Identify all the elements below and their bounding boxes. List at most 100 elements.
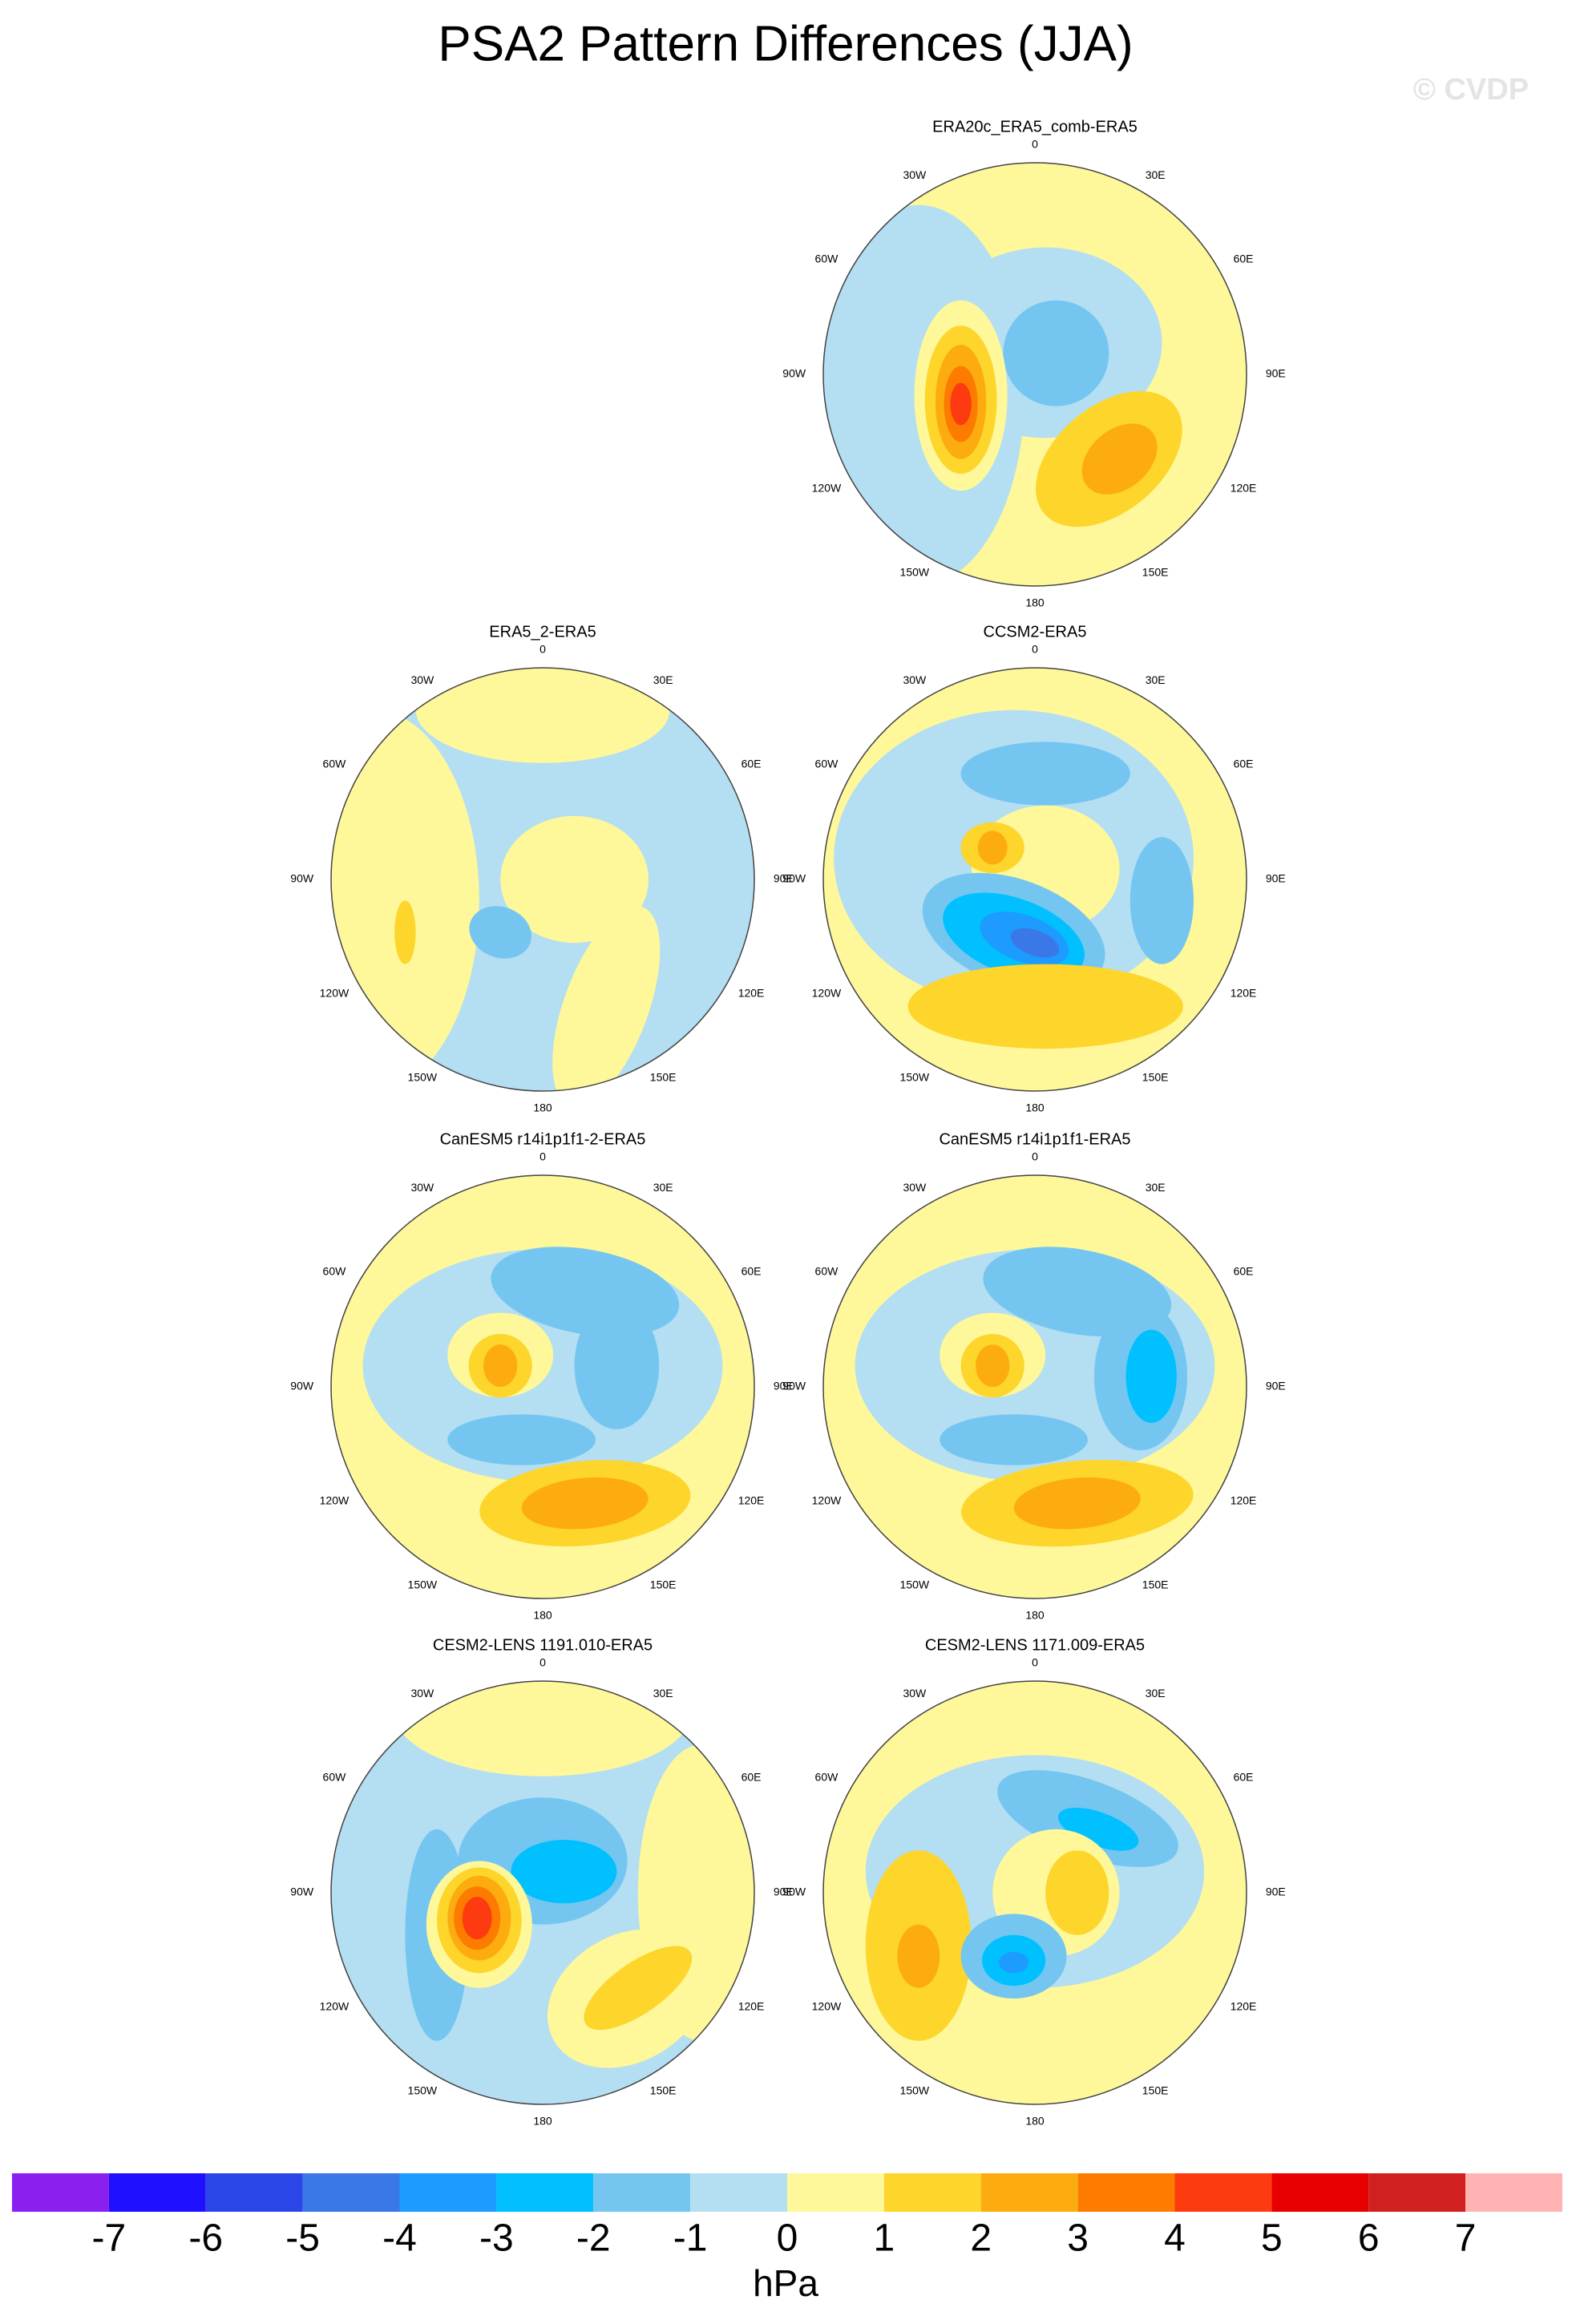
- map-panel: CCSM2-ERA5 0 30E 60E 90E 120E 150E 180 150W 120W 9…: [782, 623, 1285, 1113]
- longitude-label: 90E: [1266, 367, 1286, 380]
- colorbar-box: [1174, 2173, 1272, 2212]
- longitude-label: 150W: [900, 1578, 930, 1590]
- colorbar-box: [1271, 2173, 1369, 2212]
- longitude-label: 120E: [1230, 482, 1257, 495]
- colorbar-tick-label: -7: [92, 2217, 127, 2260]
- longitude-label: 60E: [1234, 1771, 1254, 1784]
- longitude-label: 90W: [290, 1380, 314, 1392]
- longitude-label: 90W: [782, 367, 806, 380]
- longitude-label: 120W: [812, 482, 842, 495]
- longitude-label: 30E: [1146, 1687, 1166, 1700]
- colorbar-tick-label: 6: [1358, 2217, 1380, 2260]
- longitude-label: 60E: [1234, 253, 1254, 265]
- contour-fill: [977, 831, 1008, 865]
- longitude-label: 30W: [903, 1181, 927, 1194]
- colorbar-box: [302, 2173, 400, 2212]
- longitude-label: 150W: [900, 2084, 930, 2096]
- longitude-label: 90E: [774, 1885, 794, 1898]
- longitude-label: 90E: [774, 1380, 794, 1392]
- longitude-label: 0: [539, 1150, 546, 1163]
- contour-fill: [500, 815, 649, 944]
- panel-title: CESM2-LENS 1171.009-ERA5: [925, 1636, 1145, 1654]
- map-field: [823, 1175, 1247, 1599]
- colorbar-tick-label: 2: [970, 2217, 992, 2260]
- map-border: [822, 1174, 1247, 1599]
- colorbar-tick-label: 1: [874, 2217, 895, 2260]
- longitude-label: 60W: [323, 1771, 347, 1784]
- map-border: [822, 1680, 1247, 2105]
- longitude-label: 90W: [782, 1380, 806, 1392]
- colorbar-box: [593, 2173, 691, 2212]
- map-field: [331, 1175, 754, 1599]
- colorbar-box: [108, 2173, 206, 2212]
- longitude-label: 120E: [738, 1494, 765, 1507]
- contour-fill: [483, 1344, 518, 1387]
- colorbar-unit: hPa: [753, 2262, 818, 2304]
- contour-fill: [976, 1344, 1010, 1387]
- longitude-label: 150W: [408, 2084, 438, 2096]
- longitude-label: 150E: [650, 1578, 677, 1590]
- map-panel: CanESM5 r14i1p1f1-ERA5 0 30E 60E 90E 120E 150E…: [782, 1130, 1285, 1621]
- longitude-label: 60E: [742, 1771, 762, 1784]
- longitude-label: 0: [539, 1656, 546, 1669]
- colorbar-tick-label: 4: [1164, 2217, 1186, 2260]
- longitude-label: 30W: [903, 673, 927, 686]
- colorbar-box: [399, 2173, 497, 2212]
- colorbar-tick-label: -1: [673, 2217, 708, 2260]
- colorbar-tick-label: -4: [382, 2217, 417, 2260]
- longitude-label: 120E: [1230, 2000, 1257, 2013]
- map-border: [330, 667, 755, 1092]
- contour-fill: [1045, 1850, 1109, 1935]
- map-field: [823, 163, 1247, 586]
- longitude-label: 150E: [1142, 1070, 1169, 1083]
- panel-title: ERA20c_ERA5_comb-ERA5: [932, 118, 1138, 135]
- contour-fill: [394, 900, 416, 964]
- longitude-label: 120E: [1230, 1494, 1257, 1507]
- longitude-label: 60E: [742, 1265, 762, 1278]
- colorbar-tick-label: 5: [1261, 2217, 1283, 2260]
- contour-fill: [1003, 300, 1109, 406]
- map-panel: CESM2-LENS 1191.010-ERA5 0 30E 60E 90E 120E 15…: [290, 1636, 793, 2127]
- contour-fill: [960, 742, 1130, 806]
- longitude-label: 180: [533, 1101, 552, 1114]
- longitude-label: 150E: [1142, 565, 1169, 578]
- longitude-label: 150E: [650, 1070, 677, 1083]
- colorbar-box: [690, 2173, 787, 2212]
- map-border: [822, 162, 1247, 587]
- contour-fill: [1058, 1807, 1139, 1851]
- longitude-label: 120W: [320, 1494, 350, 1507]
- longitude-label: 90E: [1266, 1885, 1286, 1898]
- longitude-label: 150W: [900, 1070, 930, 1083]
- longitude-label: 0: [539, 643, 546, 656]
- longitude-label: 30E: [653, 1181, 673, 1194]
- colorbar-box: [1077, 2173, 1175, 2212]
- colorbar-box: [205, 2173, 303, 2212]
- watermark: © CVDP: [1413, 73, 1529, 107]
- longitude-label: 180: [1025, 596, 1045, 609]
- longitude-label: 30E: [1146, 168, 1166, 181]
- longitude-label: 60E: [1234, 758, 1254, 770]
- map-panel: CanESM5 r14i1p1f1-2-ERA5 0 30E 60E 90E 120E 15…: [290, 1130, 793, 1621]
- map-field: [331, 668, 754, 1091]
- contour-fill: [521, 1477, 649, 1530]
- colorbar-tick-label: 7: [1455, 2217, 1477, 2260]
- contour-fill: [950, 382, 972, 426]
- longitude-label: 30E: [1146, 1181, 1166, 1194]
- longitude-label: 30E: [1146, 673, 1166, 686]
- longitude-label: 90E: [774, 872, 794, 885]
- contour-fill: [331, 709, 479, 1091]
- panel-title: CCSM2-ERA5: [984, 623, 1087, 641]
- map-panel: ERA20c_ERA5_comb-ERA5 0 30E 60E 90E 120E 150E 1…: [782, 118, 1285, 608]
- longitude-label: 120W: [812, 1494, 842, 1507]
- longitude-label: 120W: [320, 2000, 350, 2013]
- longitude-label: 60W: [323, 758, 347, 770]
- longitude-label: 180: [533, 1609, 552, 1622]
- longitude-label: 30W: [410, 1687, 434, 1700]
- contour-fill: [574, 1302, 660, 1429]
- map-panel: ERA5_2-ERA5 0 30E 60E 90E 120E 150E 180 150W 120W…: [290, 623, 794, 1114]
- figure-title: PSA2 Pattern Differences (JJA): [438, 16, 1133, 71]
- longitude-label: 60W: [323, 1265, 347, 1278]
- longitude-label: 120E: [738, 2000, 765, 2013]
